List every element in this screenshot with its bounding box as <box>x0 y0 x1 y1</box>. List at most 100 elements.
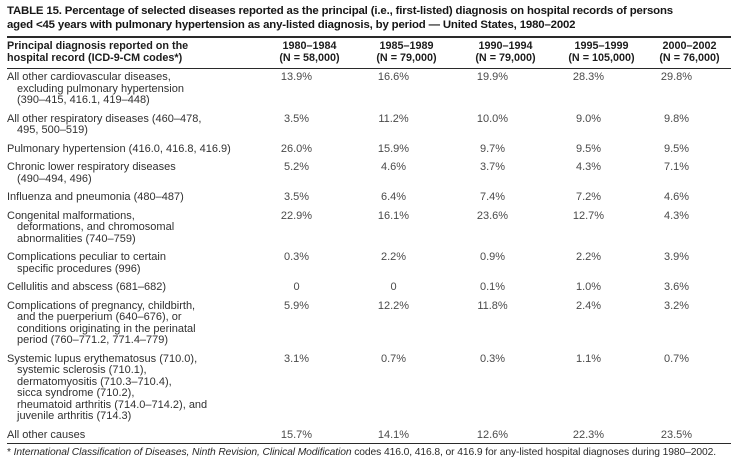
value-cell: 0.1% <box>479 281 506 293</box>
value-cell: 4.3% <box>575 161 602 173</box>
diagnosis-line: dermatomyositis (710.3–710.4), <box>17 375 172 388</box>
diagnosis-cell: All other cardiovascular diseases, exclud… <box>7 69 262 114</box>
value-cell: 9.7% <box>479 142 506 155</box>
value-cell: 11.2% <box>378 112 409 125</box>
diagnosis-cell: Chronic lower respiratory diseases (490–4… <box>7 161 262 192</box>
diagnosis-cell: Pulmonary hypertension (416.0, 416.8, 41… <box>7 142 262 163</box>
diagnosis-line: conditions originating in the perinatal <box>17 322 196 335</box>
table-row: All other causes 15.7% 14.1% 12.6% 22.3% 23.5… <box>7 428 731 444</box>
value-cell: 0.9% <box>479 251 506 263</box>
value-cell: 3.5% <box>283 191 310 203</box>
footnote: * International Classification of Diseas… <box>7 447 731 457</box>
col-header-period: 1985–1989 (N = 79,000) <box>357 37 456 69</box>
table-body: All other cardiovascular diseases, exclud… <box>7 69 731 444</box>
sample-size-label: (N = 79,000) <box>475 51 536 64</box>
diagnosis-line: (490–494, 496) <box>17 172 92 185</box>
value-cell: 2.2% <box>575 251 602 263</box>
table-row: Systemic lupus erythematosus (710.0), sys… <box>7 352 731 430</box>
value-cell: 3.2% <box>663 299 690 312</box>
diagnosis-table: Principal diagnosis reported on the hosp… <box>7 36 731 444</box>
diagnosis-line: rheumatoid arthritis (714.0–714.2), and <box>17 398 208 411</box>
value-cell: 28.3% <box>572 71 605 83</box>
diagnosis-line: Pulmonary hypertension (416.0, 416.8, 41… <box>7 142 231 155</box>
value-cell: 2.4% <box>575 299 602 312</box>
value-cell: 4.6% <box>380 161 407 173</box>
value-cell: 7.4% <box>479 191 506 203</box>
value-cell: 0.3% <box>479 352 506 365</box>
value-cell: 15.9% <box>377 142 410 155</box>
diagnosis-line: All other cardiovascular diseases, <box>7 71 171 83</box>
table-row: Complications of pregnancy, childbirth, a… <box>7 299 731 354</box>
value-cell: 3.1% <box>283 352 310 365</box>
diagnosis-cell: Systemic lupus erythematosus (710.0), sys… <box>7 352 262 430</box>
diagnosis-cell: Complications of pregnancy, childbirth, a… <box>7 299 262 354</box>
value-cell: 3.9% <box>663 251 690 263</box>
table-row: Cellulitis and abscess (681–682) 0 0 0.1% 1.… <box>7 281 731 301</box>
value-cell: 19.9% <box>476 71 509 83</box>
footnote-italic-title: International Classification of Diseases… <box>13 447 352 457</box>
diagnosis-line: Congenital malformations, <box>7 209 135 222</box>
table-row: Congenital malformations, deformations, a… <box>7 209 731 253</box>
diagnosis-line: specific procedures (996) <box>17 262 141 275</box>
value-cell: 0.7% <box>663 352 690 365</box>
table-row: All other cardiovascular diseases, exclud… <box>7 69 731 114</box>
value-cell: 4.3% <box>663 209 690 222</box>
value-cell: 4.6% <box>663 191 690 203</box>
diagnosis-line: excluding pulmonary hypertension <box>17 82 184 95</box>
value-cell: 29.8% <box>660 71 693 83</box>
diagnosis-cell: Influenza and pneumonia (480–487) <box>7 191 262 211</box>
diagnosis-line: Influenza and pneumonia (480–487) <box>7 191 184 203</box>
diagnosis-line: (390–415, 416.1, 419–448) <box>17 94 150 106</box>
value-cell: 22.3% <box>572 428 605 441</box>
value-cell: 0 <box>390 281 397 293</box>
value-cell: 0.7% <box>380 352 407 365</box>
period-label: 2000–2002 <box>662 40 717 52</box>
value-cell: 3.7% <box>479 161 506 173</box>
sample-size-label: (N = 58,000) <box>279 51 340 64</box>
value-cell: 16.6% <box>377 71 410 83</box>
col-header-period: 1990–1994 (N = 79,000) <box>456 37 555 69</box>
value-cell: 14.1% <box>377 428 410 441</box>
table-row: Pulmonary hypertension (416.0, 416.8, 41… <box>7 142 731 163</box>
diagnosis-line: 495, 500–519) <box>17 124 88 136</box>
diagnosis-line: Complications peculiar to certain <box>7 251 166 263</box>
header-row: Principal diagnosis reported on the hosp… <box>7 37 731 69</box>
diagnosis-line: Cellulitis and abscess (681–682) <box>7 281 166 293</box>
col-header-period: 1995–1999 (N = 105,000) <box>555 37 648 69</box>
diagnosis-line: Complications of pregnancy, childbirth, <box>7 299 196 312</box>
period-label: 1990–1994 <box>478 40 533 52</box>
value-cell: 0 <box>293 281 300 293</box>
col-header-period: 1980–1984 (N = 58,000) <box>262 37 357 69</box>
diagnosis-cell: All other causes <box>7 429 262 444</box>
diagnosis-line: period (760–771.2, 771.4–779) <box>17 334 169 346</box>
footnote-marker: * <box>7 447 14 457</box>
footnote-text: codes 416.0, 416.8, or 416.9 for any-lis… <box>351 447 717 457</box>
diagnosis-line: Chronic lower respiratory diseases <box>7 161 176 173</box>
value-cell: 7.1% <box>663 161 690 173</box>
table-row: Chronic lower respiratory diseases (490–4… <box>7 161 731 192</box>
value-cell: 10.0% <box>476 112 509 125</box>
value-cell: 22.9% <box>280 209 313 222</box>
diagnosis-cell: All other respiratory diseases (460–478,… <box>7 112 262 144</box>
diagnosis-line: Systemic lupus erythematosus (710.0), <box>7 352 198 365</box>
value-cell: 12.6% <box>476 428 509 441</box>
value-cell: 6.4% <box>380 191 407 203</box>
value-cell: 2.2% <box>380 251 407 263</box>
diagnosis-line: juvenile arthritis (714.3) <box>17 410 132 422</box>
diagnosis-cell: Cellulitis and abscess (681–682) <box>7 281 262 301</box>
value-cell: 5.9% <box>283 299 310 312</box>
value-cell: 9.0% <box>575 112 602 125</box>
value-cell: 3.5% <box>283 112 310 125</box>
sample-size-label: (N = 76,000) <box>659 51 720 64</box>
value-cell: 12.7% <box>572 209 605 222</box>
value-cell: 9.8% <box>663 112 690 125</box>
sample-size-label: (N = 79,000) <box>376 51 437 64</box>
value-cell: 9.5% <box>575 142 602 155</box>
value-cell: 23.6% <box>476 209 509 222</box>
value-cell: 1.1% <box>575 352 602 365</box>
value-cell: 12.2% <box>377 299 410 312</box>
diagnosis-line: All other respiratory diseases (460–478, <box>7 112 202 125</box>
value-cell: 7.2% <box>575 191 602 203</box>
value-cell: 23.5% <box>660 428 693 441</box>
